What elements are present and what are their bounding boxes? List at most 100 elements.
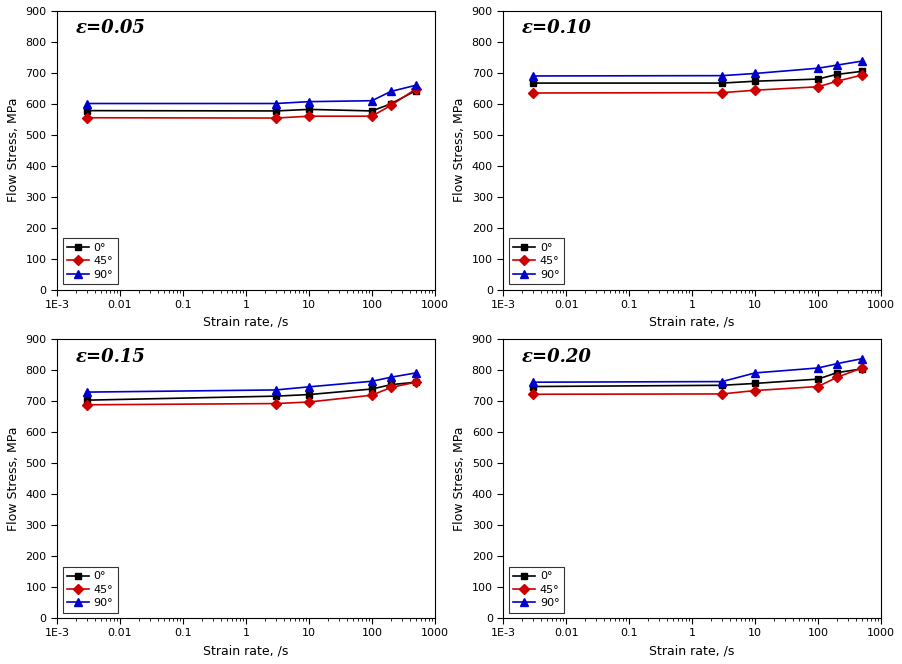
0° [366,385,377,393]
90° [750,70,760,78]
45° [832,77,842,85]
90° [385,88,396,96]
90° [82,388,93,396]
45° [528,89,538,97]
Y-axis label: Flow Stress, MPa: Flow Stress, MPa [7,426,20,531]
0° [82,396,93,404]
45° [528,390,538,398]
0° [717,79,728,87]
90° [717,72,728,80]
90° [366,97,377,105]
0° [857,365,868,373]
45° [813,382,824,390]
90° [271,100,281,108]
0° [82,107,93,115]
90° [857,355,868,363]
Line: 90°: 90° [83,81,420,108]
90° [857,57,868,65]
45° [82,401,93,409]
0° [304,106,315,114]
45° [271,114,281,122]
45° [385,384,396,392]
0° [271,107,281,115]
Line: 90°: 90° [83,369,420,396]
45° [410,85,421,93]
Legend: 0°, 45°, 90°: 0°, 45°, 90° [509,567,564,612]
90° [750,369,760,377]
0° [385,100,396,108]
Line: 0°: 0° [529,365,866,390]
0° [750,77,760,85]
45° [832,373,842,381]
Text: ε=0.15: ε=0.15 [76,348,146,366]
0° [528,382,538,390]
90° [528,378,538,386]
90° [813,364,824,372]
0° [366,107,377,115]
0° [832,70,842,78]
Y-axis label: Flow Stress, MPa: Flow Stress, MPa [7,98,20,203]
45° [366,391,377,399]
X-axis label: Strain rate, /s: Strain rate, /s [203,315,289,329]
90° [410,369,421,377]
0° [813,75,824,83]
0° [528,79,538,87]
0° [271,392,281,400]
0° [304,390,315,398]
45° [82,114,93,122]
90° [304,98,315,106]
X-axis label: Strain rate, /s: Strain rate, /s [649,644,735,657]
Text: ε=0.05: ε=0.05 [76,19,146,37]
90° [410,81,421,89]
Line: 0°: 0° [84,378,419,404]
45° [750,386,760,394]
45° [857,364,868,372]
Y-axis label: Flow Stress, MPa: Flow Stress, MPa [453,426,466,531]
0° [813,375,824,383]
45° [385,102,396,110]
0° [385,380,396,388]
0° [717,381,728,389]
90° [717,378,728,386]
Legend: 0°, 45°, 90°: 0°, 45°, 90° [509,238,564,284]
Y-axis label: Flow Stress, MPa: Flow Stress, MPa [453,98,466,203]
0° [750,379,760,387]
45° [717,89,728,97]
45° [304,112,315,120]
90° [813,64,824,72]
90° [385,373,396,381]
Line: 90°: 90° [529,57,866,80]
90° [832,360,842,368]
45° [857,71,868,79]
X-axis label: Strain rate, /s: Strain rate, /s [649,315,735,329]
0° [410,86,421,94]
Line: 45°: 45° [84,378,419,408]
Line: 0°: 0° [529,68,866,86]
Line: 45°: 45° [529,365,866,398]
0° [857,67,868,75]
Line: 45°: 45° [84,86,419,122]
Legend: 0°, 45°, 90°: 0°, 45°, 90° [62,567,118,612]
Line: 45°: 45° [529,72,866,96]
90° [366,377,377,385]
0° [410,378,421,386]
90° [82,100,93,108]
Line: 90°: 90° [529,355,866,386]
Line: 0°: 0° [84,87,419,114]
90° [271,386,281,394]
45° [366,112,377,120]
45° [271,400,281,408]
45° [304,398,315,406]
90° [304,383,315,391]
90° [528,72,538,80]
90° [832,61,842,69]
X-axis label: Strain rate, /s: Strain rate, /s [203,644,289,657]
0° [832,369,842,376]
45° [750,86,760,94]
Text: ε=0.20: ε=0.20 [522,348,592,366]
45° [410,378,421,386]
45° [717,390,728,398]
Legend: 0°, 45°, 90°: 0°, 45°, 90° [62,238,118,284]
Text: ε=0.10: ε=0.10 [522,19,592,37]
45° [813,83,824,91]
